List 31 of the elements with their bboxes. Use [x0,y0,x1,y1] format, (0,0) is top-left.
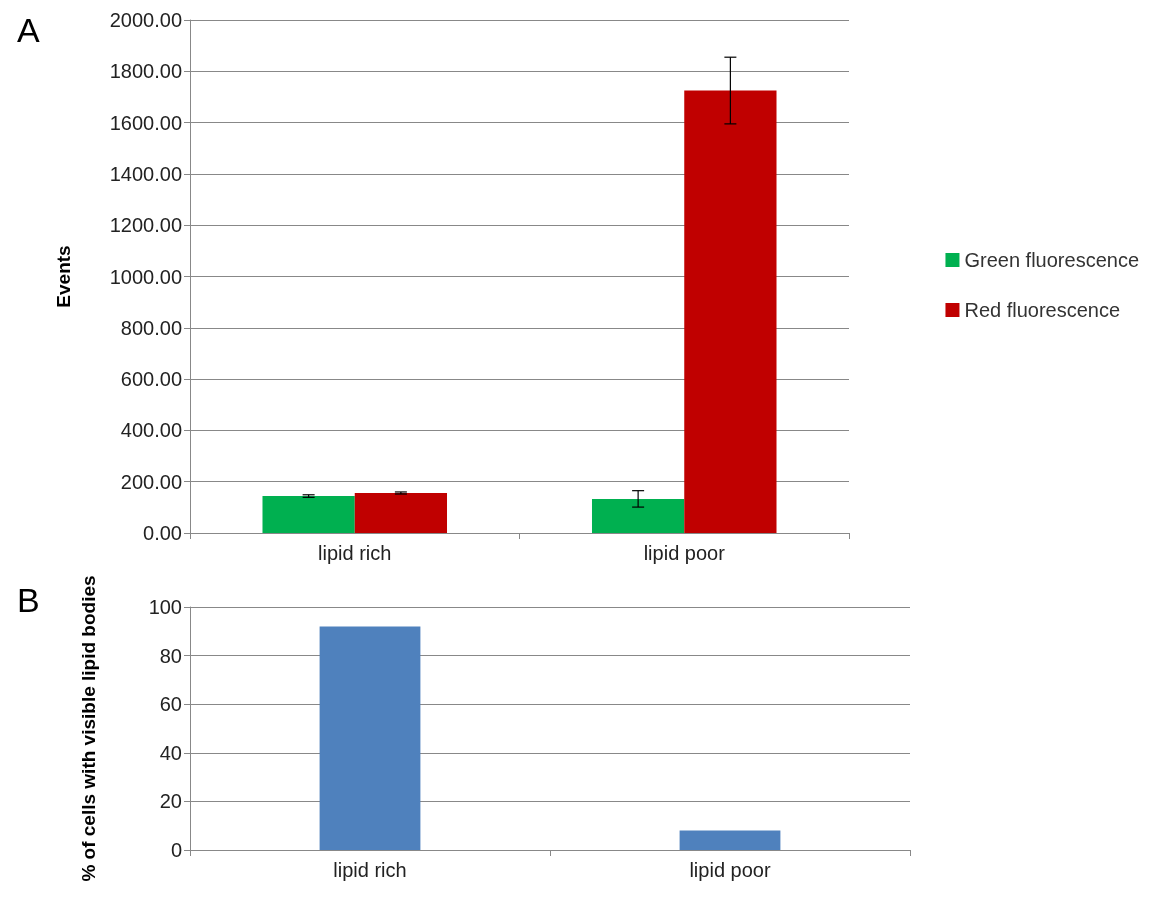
y-tick-label: 80 [159,644,182,667]
y-axis-title: % of cells with visible lipid bodies [77,575,99,882]
y-tick-label: 0.00 [143,522,182,544]
y-tick-label: 200.00 [120,470,182,493]
chart-title: B [17,581,40,619]
x-tick-label: lipid poor [689,859,771,881]
bar [262,496,355,533]
y-tick-label: 1000.00 [109,265,182,288]
y-tick-label: 60 [159,693,182,716]
bar [591,498,685,533]
y-tick-label: 1200.00 [109,214,182,237]
x-tick-label: lipid poor [643,542,726,564]
bar [684,90,777,533]
y-tick-label: 1400.00 [109,162,182,185]
y-tick-label: 2000.00 [109,9,182,31]
y-axis-title: Events [52,245,74,308]
y-tick-label: 100 [148,596,182,618]
x-tick-label: lipid rich [333,859,407,881]
y-tick-label: 1800.00 [109,60,182,83]
y-tick-label: 1600.00 [109,111,182,134]
y-tick-label: 600.00 [120,368,182,391]
chart-title: A [17,11,40,49]
y-tick-label: 40 [159,741,182,764]
legend-label: Green fluorescence [964,249,1140,271]
legend-label: Red fluorescence [964,299,1121,321]
bar [354,492,448,533]
y-tick-label: 0 [170,839,182,861]
x-tick-label: lipid rich [318,542,392,564]
y-tick-label: 800.00 [120,316,182,339]
y-tick-label: 400.00 [120,419,182,442]
y-tick-label: 20 [159,790,182,813]
